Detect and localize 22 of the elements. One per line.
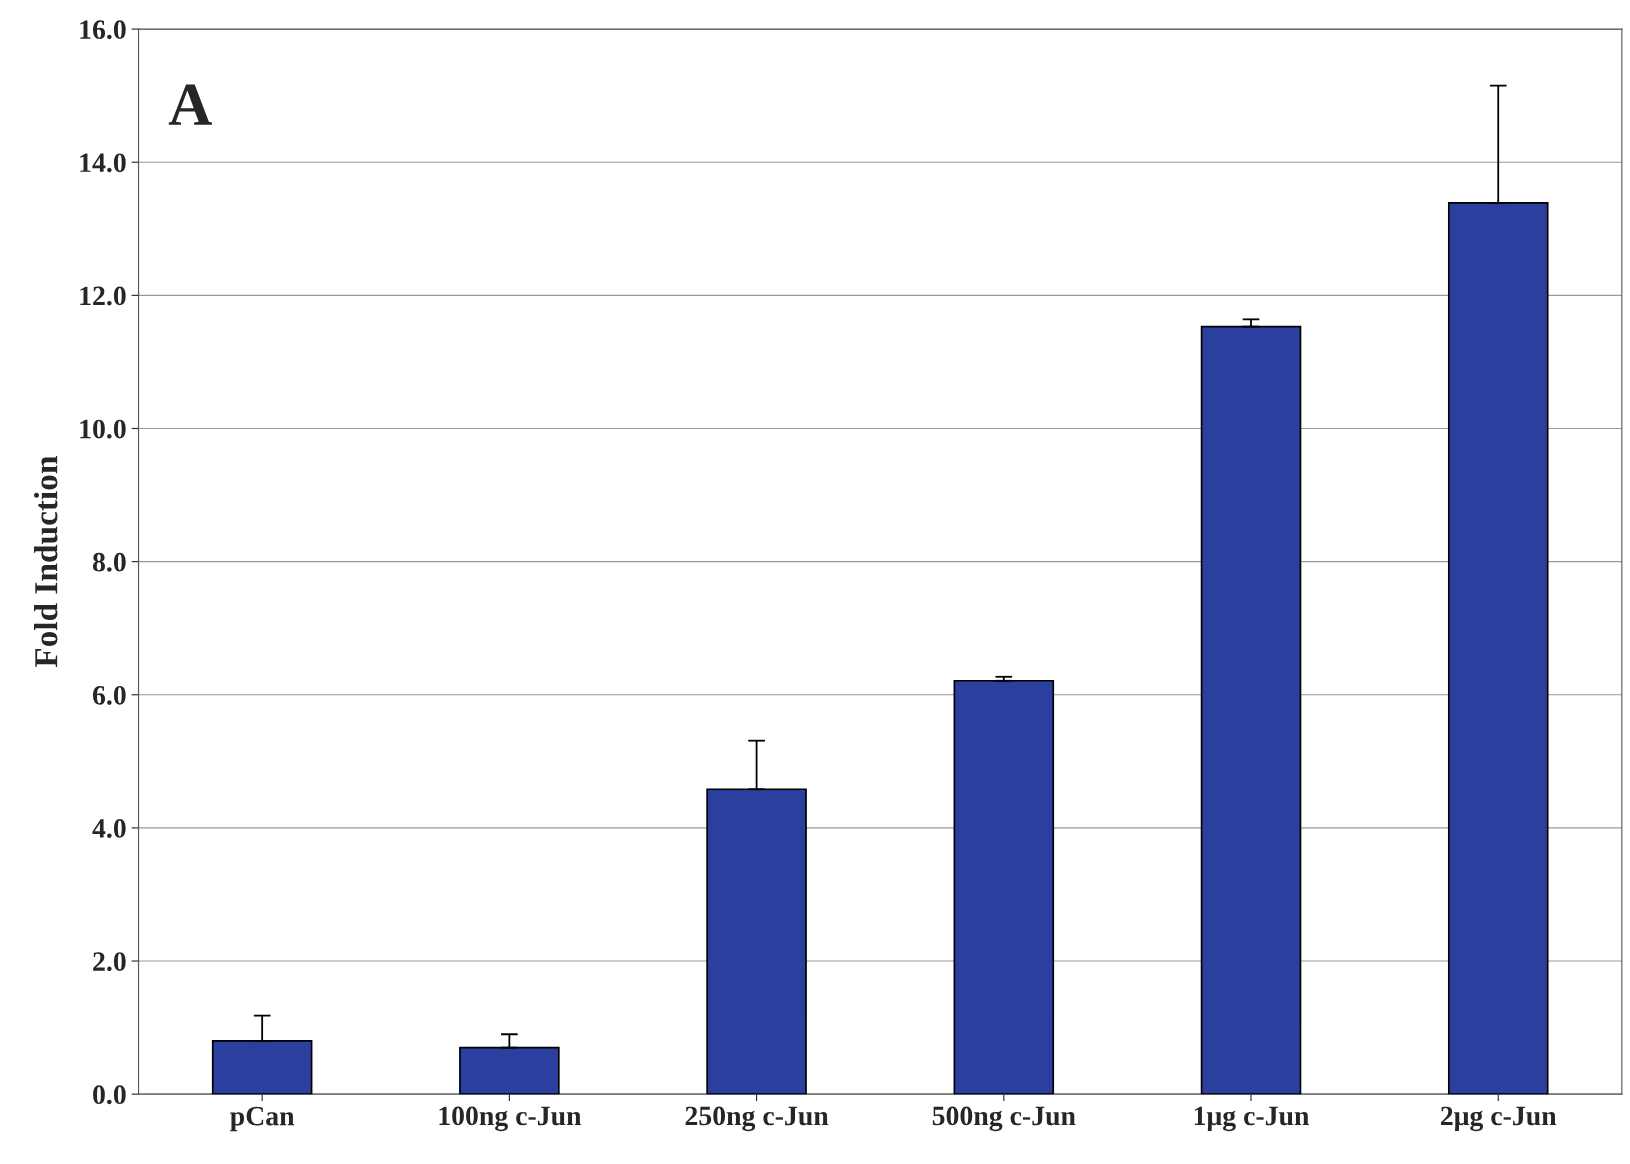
y-tick-label: 4.0 — [92, 819, 126, 838]
bar — [1200, 325, 1302, 1095]
y-tick-label: 6.0 — [92, 685, 126, 705]
y-tick-label: 2.0 — [93, 952, 126, 972]
y-tick-label: 14.0 — [80, 153, 126, 173]
y-tick-label: 0.0 — [93, 1085, 126, 1105]
y-tick-label: 16.0 — [80, 20, 126, 40]
x-tick-label: 100ng c-Jun — [439, 1106, 582, 1132]
bar — [706, 788, 807, 1095]
x-tick-label: 500ng c-Jun — [932, 1106, 1076, 1132]
y-axis-title: Fold Induction — [34, 456, 58, 668]
annotation: A — [168, 84, 212, 125]
x-tick-label: 250ng c-Jun — [685, 1106, 829, 1132]
y-tick-label: 8.0 — [92, 552, 126, 572]
x-tick-label: pCan — [230, 1106, 295, 1132]
y-tick-label: 10.0 — [80, 419, 126, 439]
y-tick-label: 12.0 — [80, 286, 126, 306]
x-tick-label: 1μg c-Jun — [1194, 1106, 1310, 1132]
bar — [953, 679, 1055, 1095]
x-tick-label: 2μg c-Jun — [1440, 1106, 1557, 1132]
bar — [211, 1040, 313, 1095]
bar — [1447, 202, 1549, 1095]
